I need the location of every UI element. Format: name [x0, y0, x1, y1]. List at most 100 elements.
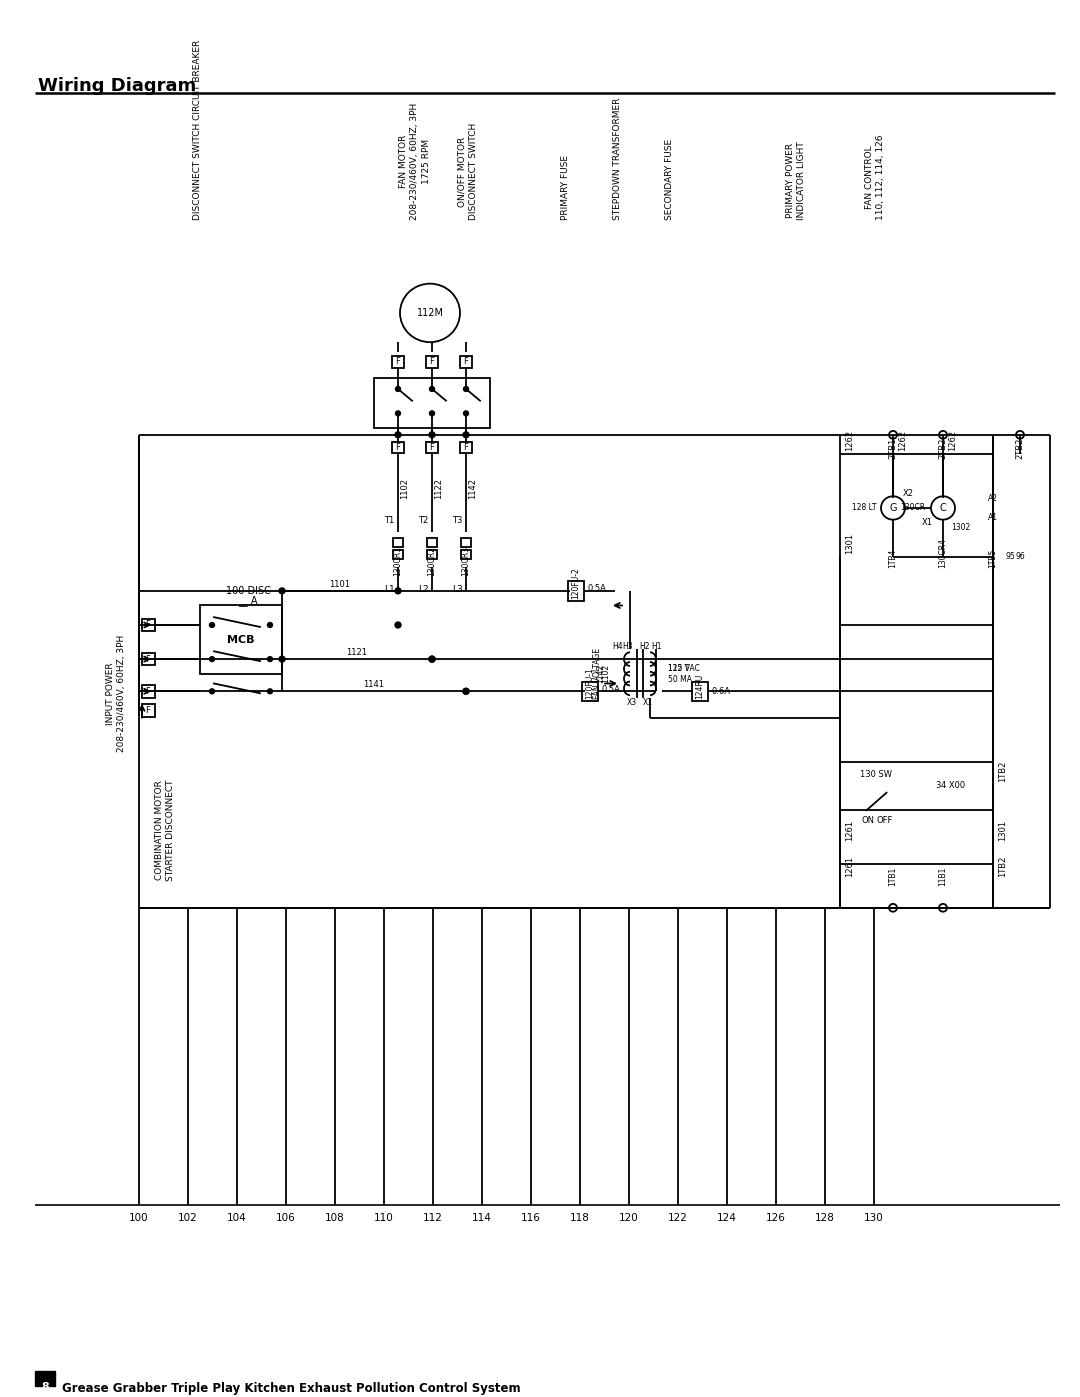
Text: X2: X2 [903, 489, 914, 497]
Text: A1: A1 [988, 513, 998, 522]
Text: F: F [146, 655, 150, 664]
Bar [141, 704, 154, 717]
Text: 2TB2: 2TB2 [1015, 437, 1025, 460]
Text: MCB: MCB [227, 634, 255, 644]
Text: 110: 110 [374, 1213, 394, 1222]
Text: 1262: 1262 [845, 430, 854, 451]
Text: L2: L2 [418, 585, 429, 594]
Text: H1: H1 [651, 643, 661, 651]
Circle shape [395, 622, 401, 627]
Text: 2TB2: 2TB2 [939, 437, 947, 460]
Bar [141, 619, 154, 631]
Text: T1: T1 [383, 515, 394, 525]
Circle shape [268, 689, 272, 694]
Text: 1121: 1121 [347, 648, 367, 657]
Circle shape [463, 432, 469, 437]
Text: FAN CONTROL
110, 112, 114, 126: FAN CONTROL 110, 112, 114, 126 [865, 134, 885, 221]
Text: 1101: 1101 [329, 580, 351, 590]
Text: 1302: 1302 [951, 522, 970, 532]
Bar [426, 356, 438, 367]
Text: 104: 104 [227, 1213, 247, 1222]
Text: 1TB4: 1TB4 [889, 549, 897, 569]
Text: F: F [146, 687, 150, 696]
Bar [35, 1370, 55, 1386]
Text: 128: 128 [815, 1213, 835, 1222]
Text: 0.5A: 0.5A [602, 685, 621, 694]
Bar [393, 538, 403, 548]
Text: 114: 114 [472, 1213, 491, 1222]
Text: 0.5A: 0.5A [588, 584, 607, 594]
Circle shape [279, 588, 285, 594]
Circle shape [463, 689, 469, 694]
Text: 100 DISC: 100 DISC [226, 585, 270, 595]
Text: 130CR4: 130CR4 [939, 538, 947, 569]
Circle shape [210, 623, 215, 627]
Text: F: F [463, 358, 469, 366]
Text: T3: T3 [451, 515, 462, 525]
Text: 102: 102 [178, 1213, 198, 1222]
Circle shape [268, 657, 272, 662]
Text: 1141: 1141 [364, 680, 384, 689]
Text: F: F [146, 707, 150, 715]
Bar [427, 538, 437, 548]
Text: 1261: 1261 [845, 820, 854, 841]
Text: 122: 122 [669, 1213, 688, 1222]
Circle shape [395, 432, 401, 437]
Text: STEPDOWN TRANSFORMER: STEPDOWN TRANSFORMER [612, 98, 621, 221]
Text: FAN MOTOR
208-230/460V, 60HZ, 3PH
1725 RPM: FAN MOTOR 208-230/460V, 60HZ, 3PH 1725 R… [400, 103, 431, 221]
Text: H4: H4 [612, 643, 623, 651]
Bar [427, 550, 437, 559]
Text: SECONDARY FUSE: SECONDARY FUSE [665, 140, 675, 221]
Text: 1TB2: 1TB2 [998, 855, 1007, 876]
Circle shape [395, 387, 401, 391]
Bar [460, 441, 472, 454]
Circle shape [395, 588, 401, 594]
Text: 122 T
50 MA: 122 T 50 MA [669, 664, 692, 683]
Text: 112: 112 [423, 1213, 443, 1222]
Circle shape [210, 657, 215, 662]
Text: 130 SW: 130 SW [861, 770, 892, 780]
Text: ON: ON [862, 816, 875, 824]
Text: DISCONNECT SWITCH CIRCUIT BREAKER: DISCONNECT SWITCH CIRCUIT BREAKER [192, 41, 202, 221]
Text: C: C [940, 503, 946, 513]
Text: __ A: __ A [239, 595, 258, 606]
Text: 130: 130 [864, 1213, 883, 1222]
Text: F: F [395, 358, 401, 366]
Text: 1122: 1122 [434, 478, 443, 499]
Bar [141, 652, 154, 665]
Text: H2: H2 [639, 643, 650, 651]
Text: Grease Grabber Triple Play Kitchen Exhaust Pollution Control System: Grease Grabber Triple Play Kitchen Exhau… [62, 1382, 521, 1394]
Text: 1142: 1142 [468, 478, 477, 499]
Text: 130CR1: 130CR1 [393, 546, 403, 576]
Text: 4 X00: 4 X00 [941, 781, 966, 791]
Bar [393, 550, 403, 559]
Text: 124: 124 [717, 1213, 737, 1222]
Text: 120FU-2: 120FU-2 [571, 567, 581, 599]
Bar [426, 441, 438, 454]
Bar [582, 682, 598, 701]
Text: COMBINATION MOTOR
STARTER DISCONNECT: COMBINATION MOTOR STARTER DISCONNECT [156, 780, 175, 880]
Text: G: G [889, 503, 896, 513]
Text: 112M: 112M [417, 307, 444, 319]
Circle shape [429, 657, 435, 662]
Text: 8: 8 [41, 1382, 49, 1391]
Text: Wiring Diagram: Wiring Diagram [38, 77, 197, 95]
Circle shape [429, 657, 435, 662]
Text: 128 LT: 128 LT [852, 503, 877, 513]
Text: 106: 106 [276, 1213, 296, 1222]
Text: 118: 118 [570, 1213, 590, 1222]
Circle shape [463, 689, 469, 694]
Bar [392, 356, 404, 367]
Text: 0.6A: 0.6A [712, 687, 731, 696]
Text: 1301: 1301 [998, 820, 1007, 841]
Text: 96: 96 [1015, 552, 1025, 562]
Text: PRIMARY FUSE: PRIMARY FUSE [561, 155, 569, 221]
Text: PRIMARY POWER
INDICATOR LIGHT: PRIMARY POWER INDICATOR LIGHT [786, 141, 806, 221]
Text: 108: 108 [325, 1213, 345, 1222]
Text: 1262: 1262 [897, 430, 907, 451]
Bar [141, 685, 154, 697]
Text: 120: 120 [619, 1213, 639, 1222]
Text: 126: 126 [766, 1213, 786, 1222]
Text: 3: 3 [935, 781, 941, 791]
Text: 116: 116 [521, 1213, 541, 1222]
